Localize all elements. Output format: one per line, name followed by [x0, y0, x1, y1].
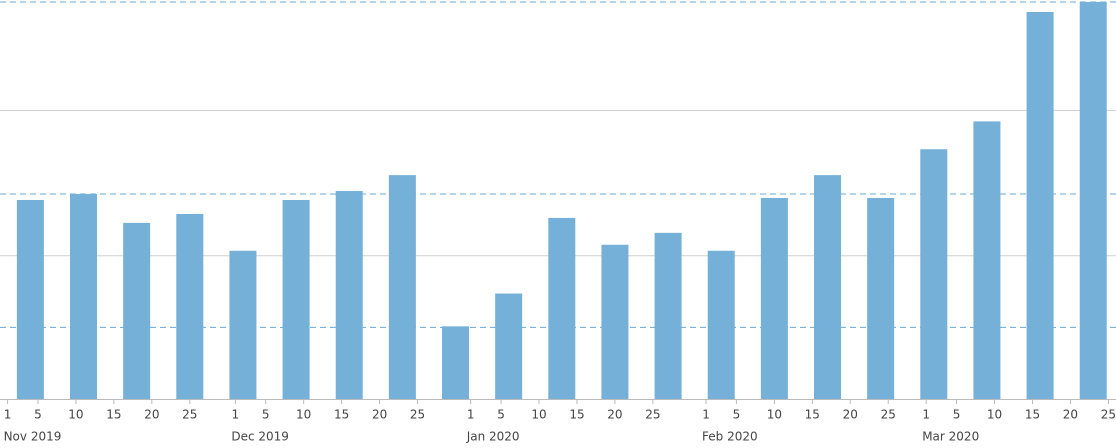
x-tick-label: 10: [296, 408, 311, 422]
month-label: Dec 2019: [231, 430, 289, 444]
bar: [442, 326, 470, 399]
x-tick-label: 10: [767, 408, 782, 422]
x-tick-label: 10: [987, 408, 1002, 422]
month-label: Mar 2020: [922, 430, 979, 444]
bar: [760, 198, 788, 399]
x-tick-label: 10: [531, 408, 546, 422]
bar: [654, 232, 682, 399]
bar: [548, 217, 576, 399]
bar: [388, 175, 416, 399]
x-tick-label: 20: [372, 408, 387, 422]
bar: [335, 191, 363, 399]
x-tick-label: 1: [4, 408, 12, 422]
bar: [707, 250, 735, 399]
x-tick-label: 25: [645, 408, 660, 422]
month-label: Jan 2020: [466, 430, 520, 444]
bar: [176, 213, 204, 399]
bar: [601, 244, 629, 399]
x-tick-label: 20: [607, 408, 622, 422]
month-label: Nov 2019: [4, 430, 62, 444]
x-tick-label: 1: [467, 408, 475, 422]
x-tick-label: 5: [262, 408, 270, 422]
bar: [1079, 1, 1107, 400]
x-tick-label: 20: [144, 408, 159, 422]
x-tick-label: 25: [410, 408, 425, 422]
x-tick-label: 5: [497, 408, 505, 422]
x-tick-label: 1: [232, 408, 240, 422]
bar: [814, 175, 842, 399]
x-tick-label: 5: [34, 408, 42, 422]
bar: [920, 149, 948, 399]
bar: [229, 250, 257, 399]
bar: [973, 121, 1001, 400]
bar: [123, 222, 151, 399]
bar: [495, 293, 523, 399]
bar: [70, 194, 98, 399]
month-label: Feb 2020: [702, 430, 758, 444]
x-tick-label: 1: [922, 408, 930, 422]
x-tick-label: 15: [106, 408, 121, 422]
x-tick-label: 15: [1025, 408, 1040, 422]
x-tick-label: 10: [68, 408, 83, 422]
x-tick-label: 5: [953, 408, 961, 422]
x-tick-label: 25: [1101, 408, 1116, 422]
x-tick-label: 15: [334, 408, 349, 422]
bar: [282, 200, 310, 399]
x-tick-label: 15: [805, 408, 820, 422]
x-tick-label: 5: [733, 408, 741, 422]
bar: [867, 198, 895, 399]
bar: [16, 200, 44, 399]
x-tick-label: 20: [1063, 408, 1078, 422]
x-tick-label: 25: [881, 408, 896, 422]
x-tick-label: 25: [182, 408, 197, 422]
bar: [1026, 11, 1054, 399]
x-tick-label: 20: [843, 408, 858, 422]
x-tick-label: 1: [702, 408, 710, 422]
x-tick-label: 15: [569, 408, 584, 422]
